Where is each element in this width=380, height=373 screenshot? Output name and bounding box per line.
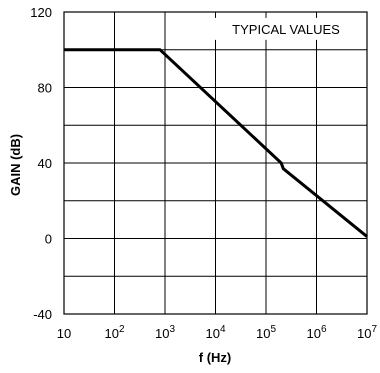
x-tick-label: 107 [357,324,377,341]
x-tick-labels: 10 102 103 104 105 106 107 [57,324,378,341]
y-tick-label: 80 [38,81,52,96]
y-tick-label: 40 [38,156,52,171]
y-tick-label: -40 [33,307,52,322]
y-tick-label: 0 [45,232,52,247]
y-tick-labels: -40 0 40 80 120 [30,5,52,322]
plot-frame [63,11,368,315]
plot-area: TYPICAL VALUES [64,17,368,238]
x-axis-label: f (Hz) [199,350,232,365]
x-tick-label: 105 [256,324,276,341]
x-tick-label: 104 [205,324,225,341]
x-tick-label: 103 [155,324,175,341]
y-tick-label: 120 [30,5,52,20]
chart-grid [63,11,368,315]
annotation-typical-values: TYPICAL VALUES [232,22,340,37]
annotation-background [211,17,361,40]
x-tick-label: 10 [57,326,71,341]
y-axis-label: GAIN (dB) [8,134,23,196]
gain-curve [64,48,368,238]
x-tick-label: 106 [306,324,326,341]
x-tick-label: 102 [104,324,124,341]
